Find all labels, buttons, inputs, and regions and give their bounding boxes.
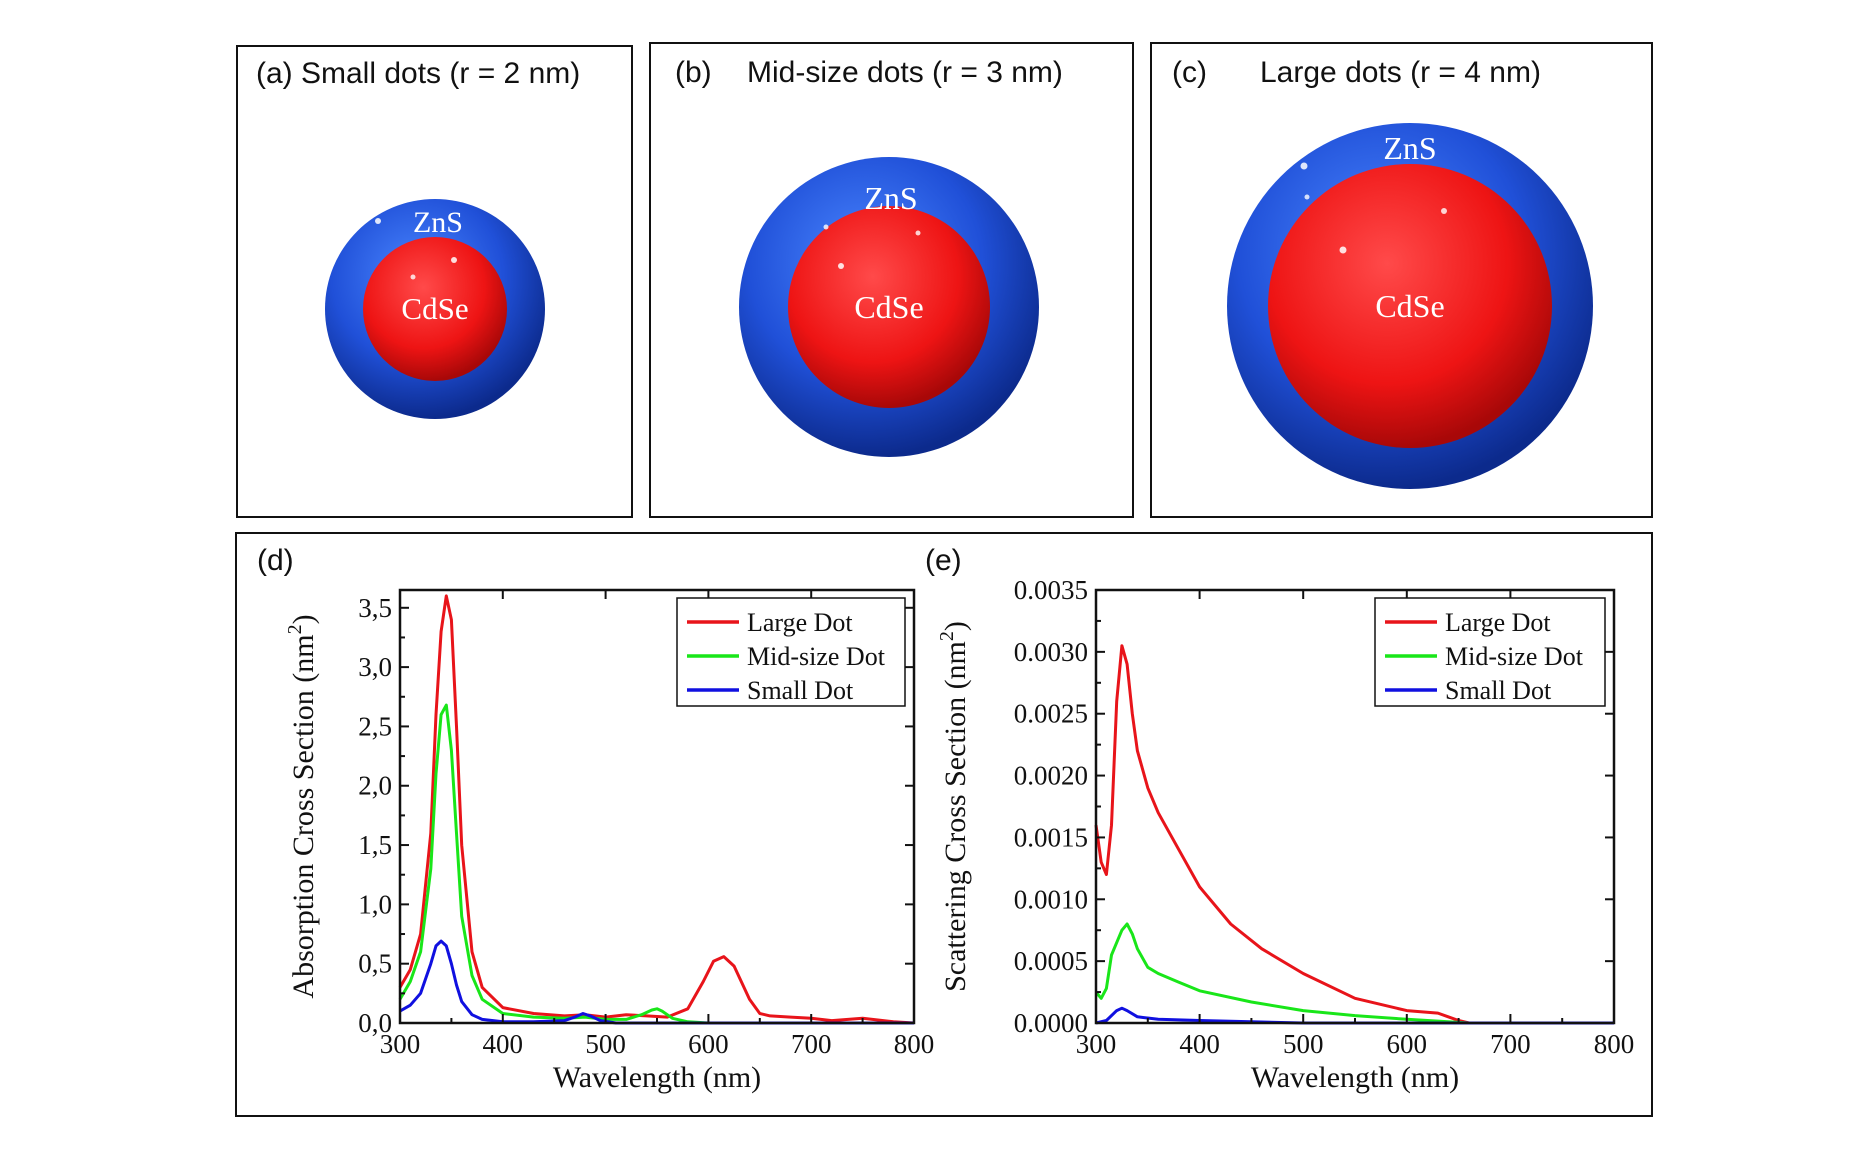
x-tick-label: 600 <box>1387 1029 1428 1059</box>
y-tick-label: 1,0 <box>358 889 392 919</box>
y-axis-label: Scattering Cross Section (nm2) <box>936 621 972 992</box>
y-tick-label: 0,5 <box>358 949 392 979</box>
panel-b-title: Mid-size dots (r = 3 nm) <box>747 56 1063 89</box>
x-tick-label: 500 <box>585 1029 626 1059</box>
x-tick-label: 300 <box>380 1029 421 1059</box>
legend-box <box>1374 597 1606 707</box>
large-dot-illustration: ZnS CdSe <box>1227 123 1593 489</box>
core-label-b: CdSe <box>854 289 923 325</box>
y-tick-label: 0.0025 <box>1014 699 1088 729</box>
series-line-large-dot <box>1094 644 1475 1025</box>
legend-entry: Small Dot <box>1445 676 1552 705</box>
y-axis-label: Absorption Cross Section (nm2) <box>284 614 320 998</box>
plot-e-label: (e) <box>925 544 962 577</box>
legend-box <box>676 597 906 707</box>
panel-c-large-dots: (c) Large dots (r = 4 nm) ZnS CdSe <box>1150 42 1653 518</box>
y-tick-label: 2,0 <box>358 771 392 801</box>
x-tick-label: 700 <box>1490 1029 1531 1059</box>
y-tick-label: 1,5 <box>358 830 392 860</box>
y-tick-label: 2,5 <box>358 711 392 741</box>
series-line-large-dot <box>398 594 915 1025</box>
shell-label-c: ZnS <box>1383 130 1436 166</box>
x-tick-label: 400 <box>483 1029 524 1059</box>
y-tick-label: 0.0005 <box>1014 946 1088 976</box>
x-tick-label: 800 <box>1594 1029 1635 1059</box>
shell-label-b: ZnS <box>864 180 917 216</box>
core-label-a: CdSe <box>401 291 468 326</box>
cdse-core <box>1268 164 1552 448</box>
x-tick-label: 400 <box>1179 1029 1220 1059</box>
y-tick-label: 0.0030 <box>1014 637 1088 667</box>
shell-label-a: ZnS <box>413 206 463 239</box>
y-tick-label: 3,0 <box>358 652 392 682</box>
y-tick-label: 0.0035 <box>1014 575 1088 605</box>
x-tick-label: 600 <box>688 1029 729 1059</box>
legend-entry: Mid-size Dot <box>1445 642 1584 671</box>
x-axis-label: Wavelength (nm) <box>1251 1061 1459 1094</box>
x-tick-label: 700 <box>791 1029 832 1059</box>
small-dot-illustration: ZnS CdSe <box>325 199 545 419</box>
cdse-core <box>788 206 990 408</box>
mid-size-dot-illustration: ZnS CdSe <box>739 157 1039 457</box>
legend-entry: Small Dot <box>747 676 854 705</box>
panel-c-letter: (c) <box>1172 56 1207 89</box>
y-tick-label: 0.0000 <box>1014 1008 1088 1038</box>
y-tick-label: 3,5 <box>358 593 392 623</box>
y-tick-label: 0.0020 <box>1014 761 1088 791</box>
panel-a-small-dots: (a) Small dots (r = 2 nm) ZnS CdSe <box>236 45 633 518</box>
y-tick-label: 0,0 <box>358 1008 392 1038</box>
cdse-core <box>363 237 507 381</box>
x-axis-label: Wavelength (nm) <box>553 1061 761 1094</box>
panel-c-title: Large dots (r = 4 nm) <box>1260 56 1541 89</box>
panel-b-mid-size-dots: (b) Mid-size dots (r = 3 nm) ZnS CdSe <box>649 42 1134 518</box>
panel-b-letter: (b) <box>675 56 712 89</box>
core-label-c: CdSe <box>1375 288 1444 324</box>
plot-d-label: (d) <box>257 544 294 577</box>
y-tick-label: 0.0010 <box>1014 884 1088 914</box>
legend-entry: Large Dot <box>747 608 853 637</box>
legend-entry: Mid-size Dot <box>747 642 886 671</box>
x-tick-label: 500 <box>1283 1029 1324 1059</box>
legend-entry: Large Dot <box>1445 608 1551 637</box>
series-line-mid-size-dot <box>398 703 914 1025</box>
x-tick-label: 300 <box>1076 1029 1117 1059</box>
panel-a-title: (a) Small dots (r = 2 nm) <box>256 57 581 90</box>
y-tick-label: 0.0015 <box>1014 822 1088 852</box>
series-line-mid-size-dot <box>1094 922 1470 1025</box>
x-tick-label: 800 <box>894 1029 935 1059</box>
